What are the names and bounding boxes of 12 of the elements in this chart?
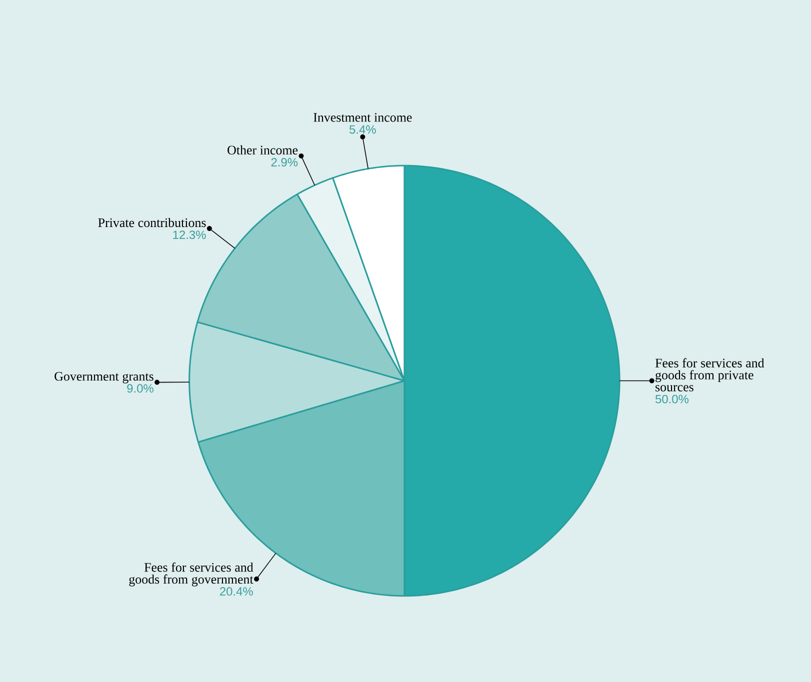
slice-label: Fees for services and goods from government — [129, 562, 254, 586]
data-label: 20.4% — [220, 587, 253, 596]
data-label: 50.0% — [655, 394, 688, 404]
data-label: 9.0% — [127, 384, 154, 393]
data-label: 12.3% — [173, 230, 206, 240]
slice-label: Other income — [228, 145, 298, 155]
slice-label: Fees for services and goods from private sources — [655, 358, 764, 392]
slice-label: Government grants — [54, 372, 154, 384]
data-label: 2.9% — [271, 158, 298, 166]
slice-label: Private contributions — [98, 218, 206, 228]
data-label: 5.4% — [350, 125, 376, 134]
slice-label: Investment income — [314, 113, 412, 122]
